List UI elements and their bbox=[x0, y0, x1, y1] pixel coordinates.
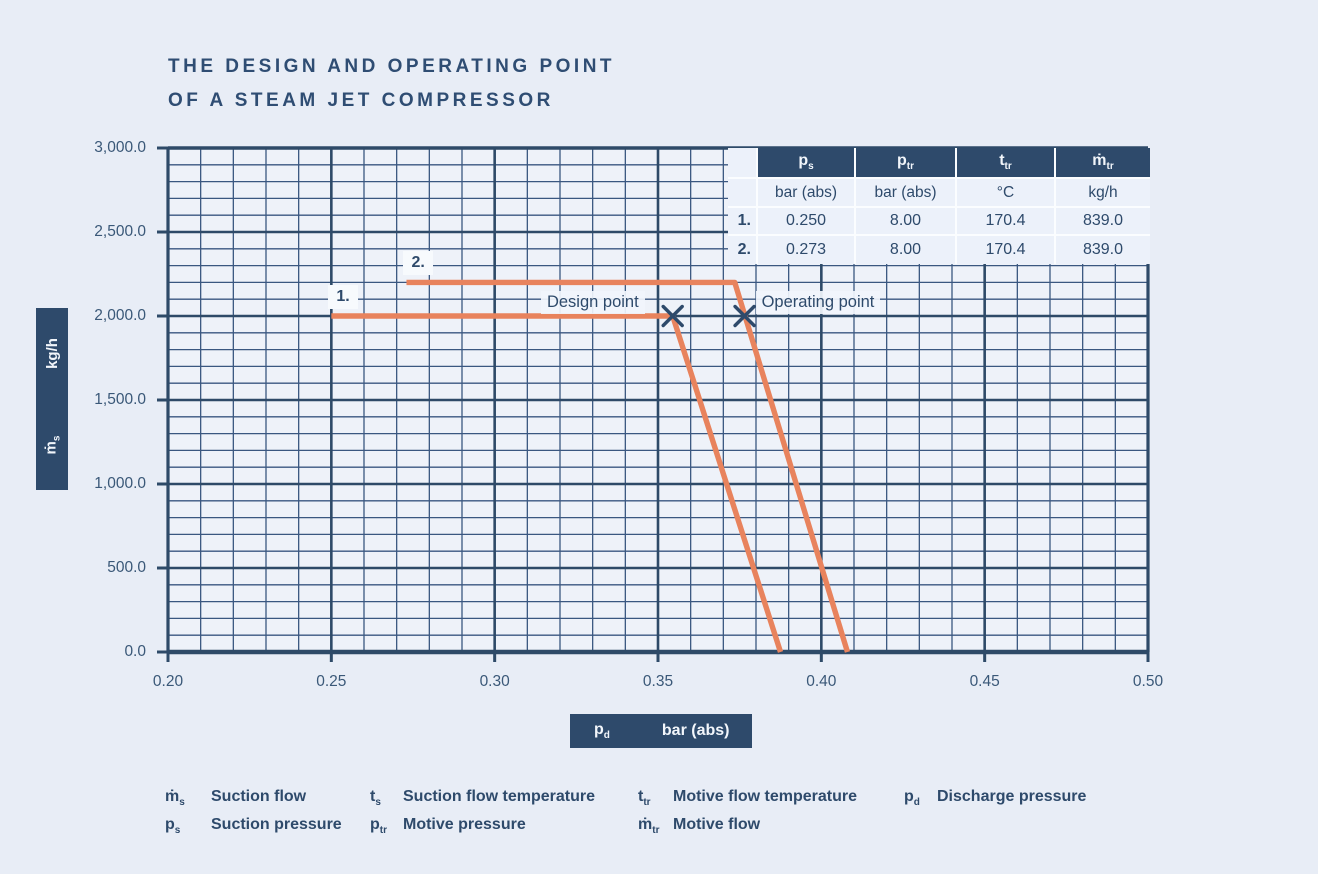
table-value-cell: 170.4 bbox=[957, 236, 1054, 264]
legend-item: ṁtr Motive flow bbox=[638, 814, 857, 842]
legend-label: Motive pressure bbox=[403, 816, 526, 834]
curve-1-label: 1. bbox=[328, 285, 358, 309]
x-axis-label-box: pd bar (abs) bbox=[570, 714, 752, 748]
y-axis-unit: kg/h bbox=[43, 338, 61, 369]
legend-item: ttr Motive flow temperature bbox=[638, 786, 857, 814]
x-tick-label: 0.30 bbox=[479, 673, 510, 690]
table-header-cell: ptr bbox=[856, 148, 955, 177]
design-point-label: Design point bbox=[540, 291, 645, 314]
table-header-cell: ttr bbox=[957, 148, 1054, 177]
table-unit-cell: bar (abs) bbox=[856, 179, 955, 206]
y-tick-label: 3,000.0 bbox=[94, 139, 146, 156]
legend-symbol: ttr bbox=[638, 788, 651, 809]
table-value-cell: 839.0 bbox=[1056, 236, 1150, 264]
table-value-cell: 839.0 bbox=[1056, 208, 1150, 234]
x-tick-label: 0.50 bbox=[1132, 673, 1164, 690]
symbol-legend: ṁs Suction flow ps Suction pressure ts Suctio… bbox=[0, 786, 1318, 846]
table-unit-cell: °C bbox=[957, 179, 1054, 206]
y-axis-tick-labels: 0.0 500.0 1,000.0 1,500.0 2,000.0 2,500.0 3,00… bbox=[0, 139, 150, 660]
chart-plot-area: Design point Operating point 1. 2. bbox=[157, 146, 1150, 662]
legend-symbol: pd bbox=[904, 788, 920, 809]
y-tick-label: 500.0 bbox=[107, 559, 146, 576]
table-corner-cell bbox=[728, 148, 756, 177]
table-header-cell: ṁtr bbox=[1056, 148, 1150, 177]
page-title-line2: OF A STEAM JET COMPRESSOR bbox=[168, 90, 554, 111]
curve-2-label: 2. bbox=[403, 251, 433, 276]
table-row-label: 1. bbox=[728, 208, 756, 234]
x-axis-symbol: pd bbox=[594, 720, 610, 742]
legend-label: Motive flow temperature bbox=[673, 788, 858, 805]
y-tick-label: 2,500.0 bbox=[94, 223, 146, 240]
legend-item: ts Suction flow temperature bbox=[370, 786, 595, 814]
x-axis-unit: bar (abs) bbox=[661, 722, 730, 739]
x-axis-tick-labels: 0.20 0.25 0.30 0.35 0.40 0.45 0.50 bbox=[153, 673, 1163, 697]
y-tick-label: 1,500.0 bbox=[94, 391, 146, 408]
y-axis-label-box: kg/h ṁs bbox=[36, 308, 68, 490]
legend-symbol: ṁs bbox=[165, 788, 185, 809]
table-unit-cell: kg/h bbox=[1056, 179, 1150, 206]
legend-symbol: ptr bbox=[370, 816, 388, 837]
legend-group: pd Discharge pressure bbox=[904, 786, 1086, 814]
operating-point-label: Operating point bbox=[755, 291, 881, 314]
legend-label: Suction pressure bbox=[211, 816, 342, 834]
page-title: THE DESIGN AND OPERATING POINT OF A STEA… bbox=[168, 50, 615, 118]
y-tick-label: 1,000.0 bbox=[94, 475, 146, 492]
legend-label: Discharge pressure bbox=[937, 788, 1087, 805]
x-tick-label: 0.40 bbox=[806, 673, 837, 690]
table-value-cell: 0.273 bbox=[758, 236, 854, 264]
y-tick-label: 0.0 bbox=[124, 643, 146, 660]
x-tick-label: 0.45 bbox=[969, 673, 1000, 690]
legend-item: ps Suction pressure bbox=[165, 814, 342, 842]
legend-item: pd Discharge pressure bbox=[904, 786, 1086, 814]
legend-item: ṁs Suction flow bbox=[165, 786, 342, 814]
table-value-cell: 8.00 bbox=[856, 236, 955, 264]
table-value-cell: 170.4 bbox=[957, 208, 1054, 234]
legend-group: ts Suction flow temperature ptr Motive pres… bbox=[370, 786, 595, 842]
x-tick-label: 0.25 bbox=[316, 673, 347, 690]
x-tick-label: 0.20 bbox=[152, 673, 184, 690]
y-axis-symbol: ṁs bbox=[42, 435, 62, 454]
legend-symbol: ts bbox=[370, 788, 381, 809]
x-tick-label: 0.35 bbox=[642, 673, 674, 690]
parameters-table: ps ptr ttr ṁtr bar (abs) bar (abs) °C kg/h 1. 0.2… bbox=[728, 148, 1150, 264]
legend-label: Suction flow bbox=[211, 788, 307, 805]
table-unit-cell: bar (abs) bbox=[758, 179, 854, 206]
chart-canvas bbox=[157, 146, 1150, 662]
page-title-line1: THE DESIGN AND OPERATING POINT bbox=[168, 56, 616, 77]
table-header-cell: ps bbox=[758, 148, 854, 177]
legend-symbol: ṁtr bbox=[638, 816, 660, 837]
table-row-label: 2. bbox=[728, 236, 756, 264]
legend-label: Motive flow bbox=[673, 816, 761, 834]
legend-group: ttr Motive flow temperature ṁtr Motive flow bbox=[638, 786, 857, 842]
legend-symbol: ps bbox=[165, 816, 181, 837]
y-tick-label: 2,000.0 bbox=[94, 307, 146, 324]
table-value-cell: 8.00 bbox=[856, 208, 955, 234]
legend-label: Suction flow temperature bbox=[403, 788, 596, 805]
legend-item: ptr Motive pressure bbox=[370, 814, 595, 842]
table-value-cell: 0.250 bbox=[758, 208, 854, 234]
legend-group: ṁs Suction flow ps Suction pressure bbox=[165, 786, 342, 842]
table-corner-cell bbox=[728, 179, 756, 206]
